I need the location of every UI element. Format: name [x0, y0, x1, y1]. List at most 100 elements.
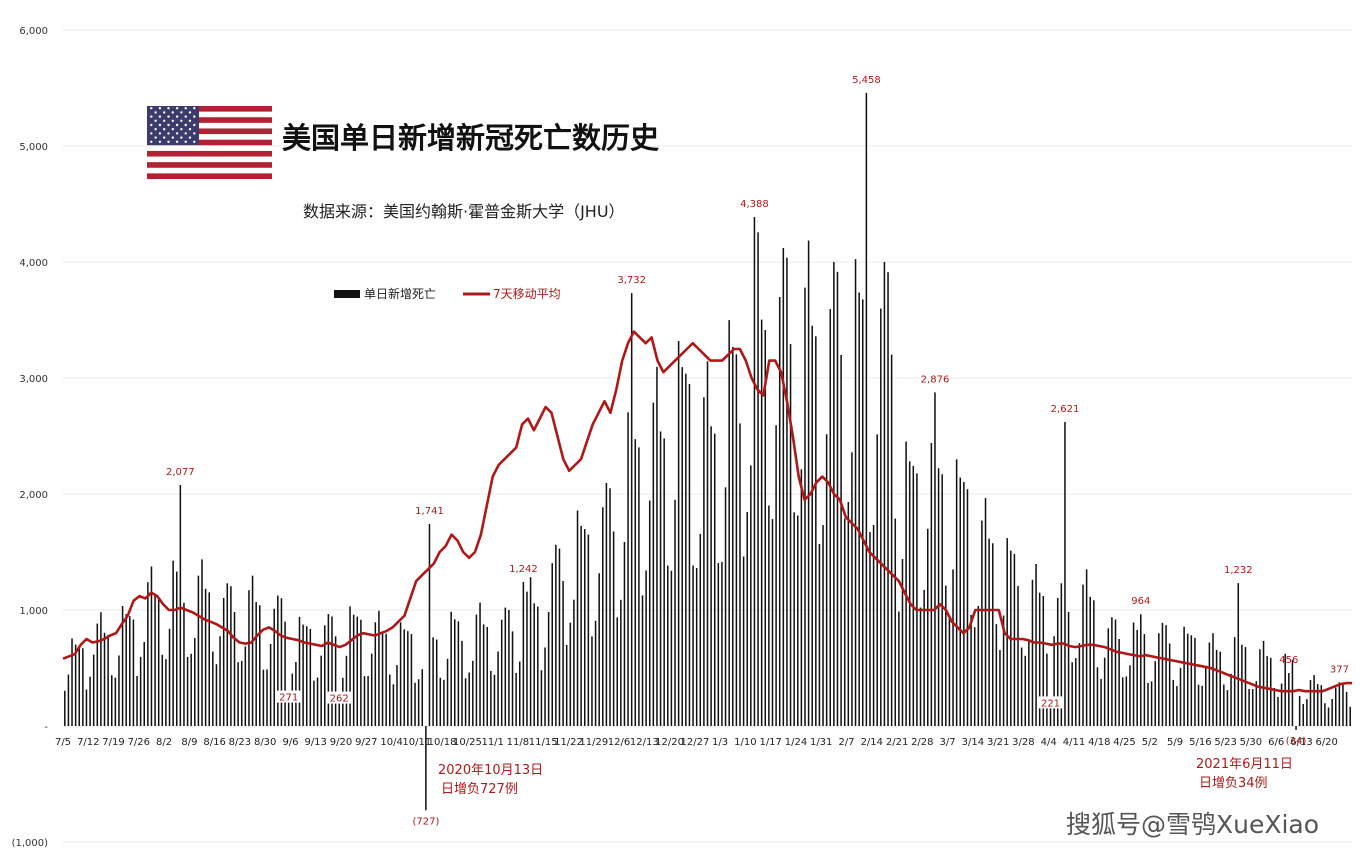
daily-bar: [1262, 640, 1265, 726]
daily-bar: [880, 308, 882, 726]
daily-bar: [713, 433, 716, 726]
daily-bar: [399, 622, 402, 726]
daily-bar: [511, 631, 514, 726]
daily-bar: [443, 679, 445, 726]
daily-bar: [562, 581, 564, 726]
low-label-bg: [276, 690, 301, 703]
daily-bar: [764, 330, 767, 726]
y-tick-label: 5,000: [19, 142, 48, 153]
daily-bar: [692, 565, 694, 726]
flag-star: [184, 123, 187, 127]
flag-star: [163, 119, 166, 122]
peak-label: 4,388: [740, 199, 769, 210]
daily-bar: [937, 468, 940, 726]
daily-bar: [204, 588, 207, 726]
annotation-oct13-date: 2020年10月13日: [438, 763, 543, 778]
daily-bar: [345, 655, 348, 726]
daily-bar: [623, 541, 626, 726]
daily-bar: [334, 636, 337, 726]
daily-bar: [912, 465, 915, 726]
daily-bar: [1205, 667, 1207, 726]
daily-bar: [161, 654, 164, 726]
x-tick-label: 8/16: [203, 737, 225, 748]
daily-bar: [659, 431, 662, 726]
x-tick-label: 10/18: [428, 737, 457, 748]
daily-bar: [1208, 642, 1211, 726]
flag-star: [154, 111, 157, 114]
flag-star: [167, 140, 170, 143]
daily-bar: [565, 644, 568, 726]
daily-bar: [183, 602, 185, 726]
daily-bar: [435, 639, 438, 726]
daily-bar: [793, 512, 795, 726]
daily-bar: [248, 590, 250, 726]
negative-value-label: (34): [1286, 736, 1307, 747]
daily-bar: [580, 525, 582, 726]
daily-bar: [854, 259, 857, 726]
x-tick-label: 11/1: [481, 737, 503, 748]
daily-bar: [360, 619, 362, 726]
daily-bar: [1006, 538, 1008, 726]
daily-bar: [959, 477, 962, 726]
daily-bar: [454, 619, 456, 726]
daily-bar: [1277, 696, 1279, 726]
daily-bar: [1291, 659, 1294, 726]
y-tick-label: 3,000: [19, 374, 48, 385]
y-tick-label: 4,000: [19, 258, 48, 269]
daily-bar: [150, 566, 153, 726]
daily-bar: [746, 512, 748, 726]
daily-bar: [825, 434, 828, 726]
daily-bar: [948, 618, 951, 726]
annotation-jun11-text: 日增负34例: [1199, 776, 1268, 791]
flag-star: [184, 140, 187, 143]
daily-bar: [540, 670, 543, 726]
peak-label: 5,458: [852, 75, 881, 86]
daily-bar: [504, 607, 507, 726]
daily-bar: [110, 675, 113, 726]
flag-star: [150, 107, 153, 110]
daily-bar: [555, 544, 557, 726]
daily-bar: [977, 605, 980, 726]
daily-bar: [815, 336, 817, 726]
x-tick-label: 9/6: [282, 737, 298, 748]
daily-bar: [168, 628, 171, 726]
flag-star: [180, 111, 183, 114]
daily-bar: [96, 623, 99, 726]
daily-bar: [201, 559, 203, 726]
daily-bar: [215, 664, 218, 726]
daily-bar: [1049, 700, 1052, 726]
daily-bar: [1270, 657, 1272, 726]
daily-bar: [862, 299, 864, 726]
x-tick-label: 11/8: [507, 737, 529, 748]
daily-bar: [656, 366, 658, 726]
daily-bar: [1096, 667, 1099, 726]
daily-bar: [74, 644, 77, 726]
daily-bar: [620, 599, 622, 726]
annotation-oct13: 2020年10月13日 日增负727例: [438, 763, 543, 797]
daily-bar: [804, 287, 806, 726]
daily-bar: [1125, 676, 1128, 726]
daily-bar: [638, 447, 640, 726]
daily-bar: [284, 621, 286, 726]
daily-bar: [984, 498, 987, 726]
daily-bar: [1071, 662, 1073, 726]
daily-bar: [1334, 687, 1337, 726]
daily-bar: [1121, 677, 1124, 726]
daily-bar: [1082, 584, 1084, 726]
daily-bar: [1320, 685, 1323, 726]
daily-bar: [609, 488, 611, 726]
daily-bar: [103, 632, 106, 726]
daily-bar: [118, 655, 120, 726]
daily-bar: [194, 638, 196, 726]
daily-bar: [591, 636, 593, 726]
flag-star: [188, 111, 192, 114]
daily-bar: [583, 529, 586, 726]
daily-bar: [172, 560, 174, 726]
daily-bar: [1327, 707, 1330, 726]
daily-bar: [222, 597, 225, 726]
daily-bar: [1147, 683, 1149, 726]
daily-bar: [1201, 685, 1203, 726]
x-tick-label: 4/4: [1041, 737, 1057, 748]
flag-star: [175, 107, 179, 110]
daily-bar: [450, 611, 452, 726]
